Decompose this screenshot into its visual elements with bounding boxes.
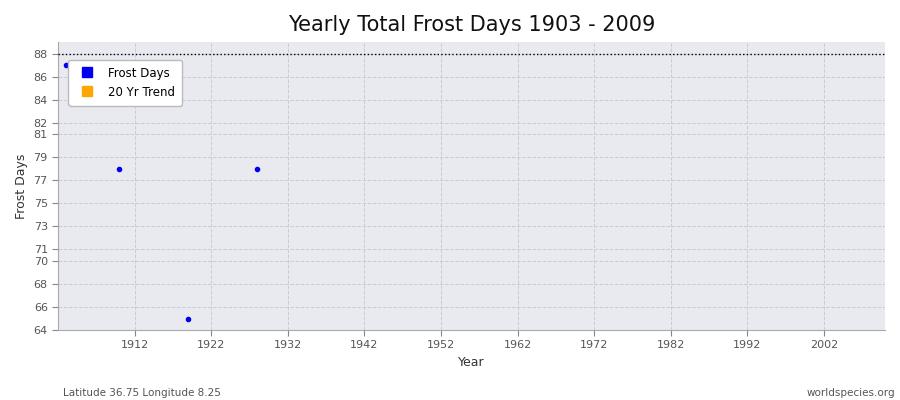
Y-axis label: Frost Days: Frost Days [15,153,28,219]
Text: Latitude 36.75 Longitude 8.25: Latitude 36.75 Longitude 8.25 [63,388,220,398]
Point [181,315,195,322]
Point [58,62,73,68]
X-axis label: Year: Year [458,356,485,369]
Text: worldspecies.org: worldspecies.org [807,388,896,398]
Legend: Frost Days, 20 Yr Trend: Frost Days, 20 Yr Trend [68,60,183,106]
Point [112,166,127,172]
Title: Yearly Total Frost Days 1903 - 2009: Yearly Total Frost Days 1903 - 2009 [288,15,655,35]
Point [250,166,265,172]
